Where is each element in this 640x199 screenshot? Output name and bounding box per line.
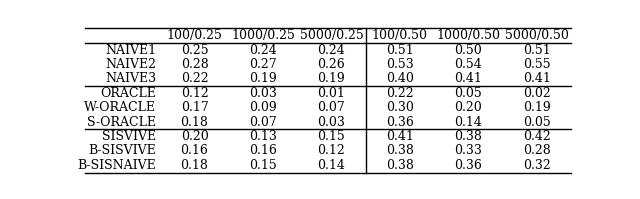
Text: 0.32: 0.32 (523, 159, 550, 172)
Text: 0.53: 0.53 (386, 58, 414, 71)
Text: 0.38: 0.38 (386, 144, 414, 157)
Text: 0.42: 0.42 (523, 130, 550, 143)
Text: 0.17: 0.17 (180, 101, 209, 114)
Text: 0.09: 0.09 (249, 101, 277, 114)
Text: 0.38: 0.38 (454, 130, 483, 143)
Text: 0.19: 0.19 (523, 101, 550, 114)
Text: 0.03: 0.03 (317, 116, 346, 129)
Text: 0.18: 0.18 (180, 159, 209, 172)
Text: 0.16: 0.16 (180, 144, 209, 157)
Text: 5000/0.50: 5000/0.50 (505, 29, 569, 42)
Text: 0.07: 0.07 (249, 116, 277, 129)
Text: B-SISNAIVE: B-SISNAIVE (77, 159, 156, 172)
Text: SISVIVE: SISVIVE (102, 130, 156, 143)
Text: NAIVE2: NAIVE2 (106, 58, 156, 71)
Text: 0.16: 0.16 (249, 144, 277, 157)
Text: 0.18: 0.18 (180, 116, 209, 129)
Text: 0.36: 0.36 (386, 116, 414, 129)
Text: 0.03: 0.03 (249, 87, 277, 100)
Text: 0.54: 0.54 (454, 58, 482, 71)
Text: 0.15: 0.15 (317, 130, 346, 143)
Text: 0.41: 0.41 (523, 72, 551, 85)
Text: 0.15: 0.15 (249, 159, 277, 172)
Text: 0.13: 0.13 (249, 130, 277, 143)
Text: 0.19: 0.19 (249, 72, 277, 85)
Text: 0.14: 0.14 (454, 116, 483, 129)
Text: 0.07: 0.07 (317, 101, 346, 114)
Text: 0.05: 0.05 (454, 87, 482, 100)
Text: 0.41: 0.41 (386, 130, 414, 143)
Text: 0.51: 0.51 (386, 44, 414, 57)
Text: 5000/0.25: 5000/0.25 (300, 29, 364, 42)
Text: 0.25: 0.25 (180, 44, 209, 57)
Text: 0.50: 0.50 (454, 44, 482, 57)
Text: 1000/0.25: 1000/0.25 (231, 29, 295, 42)
Text: 0.20: 0.20 (180, 130, 209, 143)
Text: 0.26: 0.26 (317, 58, 346, 71)
Text: 0.12: 0.12 (317, 144, 346, 157)
Text: 0.41: 0.41 (454, 72, 483, 85)
Text: 1000/0.50: 1000/0.50 (436, 29, 500, 42)
Text: 0.27: 0.27 (249, 58, 276, 71)
Text: 0.12: 0.12 (180, 87, 209, 100)
Text: 0.51: 0.51 (523, 44, 550, 57)
Text: NAIVE1: NAIVE1 (105, 44, 156, 57)
Text: 0.28: 0.28 (180, 58, 209, 71)
Text: 0.01: 0.01 (317, 87, 346, 100)
Text: 0.24: 0.24 (317, 44, 346, 57)
Text: NAIVE3: NAIVE3 (105, 72, 156, 85)
Text: 100/0.25: 100/0.25 (166, 29, 223, 42)
Text: 0.55: 0.55 (523, 58, 550, 71)
Text: 0.14: 0.14 (317, 159, 346, 172)
Text: 0.22: 0.22 (386, 87, 413, 100)
Text: 100/0.50: 100/0.50 (372, 29, 428, 42)
Text: W-ORACLE: W-ORACLE (84, 101, 156, 114)
Text: 0.20: 0.20 (454, 101, 482, 114)
Text: 0.02: 0.02 (523, 87, 550, 100)
Text: B-SISVIVE: B-SISVIVE (88, 144, 156, 157)
Text: 0.38: 0.38 (386, 159, 414, 172)
Text: 0.30: 0.30 (386, 101, 414, 114)
Text: 0.22: 0.22 (180, 72, 209, 85)
Text: ORACLE: ORACLE (100, 87, 156, 100)
Text: 0.05: 0.05 (523, 116, 550, 129)
Text: 0.24: 0.24 (249, 44, 277, 57)
Text: 0.40: 0.40 (386, 72, 414, 85)
Text: S-ORACLE: S-ORACLE (87, 116, 156, 129)
Text: 0.36: 0.36 (454, 159, 483, 172)
Text: 0.28: 0.28 (523, 144, 550, 157)
Text: 0.19: 0.19 (317, 72, 346, 85)
Text: 0.33: 0.33 (454, 144, 483, 157)
